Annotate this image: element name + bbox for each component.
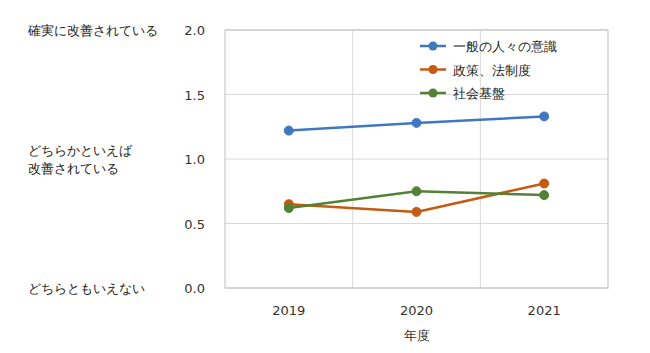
data-point bbox=[412, 118, 421, 127]
series-line bbox=[289, 116, 544, 130]
x-tick-label: 2019 bbox=[272, 303, 305, 318]
data-point bbox=[540, 191, 549, 200]
legend-label: 社会基盤 bbox=[453, 86, 505, 101]
y-tick-label: 1.5 bbox=[184, 88, 205, 103]
data-point bbox=[540, 179, 549, 188]
data-point bbox=[284, 126, 293, 135]
data-point bbox=[412, 187, 421, 196]
y-tick-label: 0.5 bbox=[184, 217, 205, 232]
y-tick-label: 1.0 bbox=[184, 152, 205, 167]
x-tick-label: 2021 bbox=[528, 303, 561, 318]
legend-marker bbox=[429, 65, 438, 74]
plot-frame bbox=[225, 30, 608, 288]
grid-line bbox=[225, 223, 608, 224]
plot-marks bbox=[284, 112, 548, 216]
scale-annotation: どちらかといえば bbox=[28, 143, 133, 158]
legend-label: 政策、法制度 bbox=[453, 63, 531, 78]
y-tick-label: 2.0 bbox=[184, 23, 205, 38]
legend-label: 一般の人々の意識 bbox=[453, 39, 557, 54]
y-tick-label: 0.0 bbox=[184, 281, 205, 296]
data-point bbox=[284, 204, 293, 213]
scale-annotation: 改善されている bbox=[28, 161, 119, 176]
scale-annotation: 確実に改善されている bbox=[27, 23, 158, 38]
category-divider bbox=[352, 30, 353, 288]
legend-marker bbox=[429, 89, 438, 98]
chart-container: 0.0 0.5 1.0 1.5 2.0 2019 2020 2021 年度 確実に改善されているど… bbox=[0, 0, 650, 353]
chart-svg: 0.0 0.5 1.0 1.5 2.0 2019 2020 2021 年度 確実に改善されているど… bbox=[0, 0, 650, 353]
x-axis-title: 年度 bbox=[404, 328, 430, 343]
legend-marker bbox=[429, 42, 438, 51]
grid-line bbox=[225, 159, 608, 160]
scale-annotation: どちらともいえない bbox=[28, 281, 145, 296]
grid-line bbox=[225, 94, 608, 95]
data-point bbox=[540, 112, 549, 121]
x-tick-label: 2020 bbox=[400, 303, 433, 318]
data-point bbox=[412, 207, 421, 216]
